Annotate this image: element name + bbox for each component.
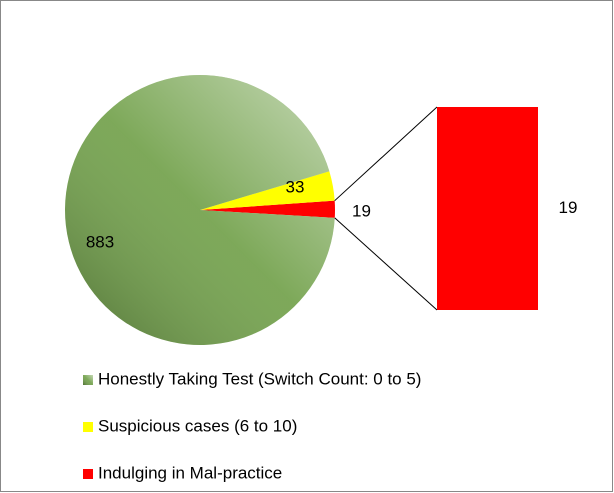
bar-segment	[437, 107, 538, 310]
legend-swatch	[83, 469, 93, 479]
data-label: 19	[352, 201, 371, 220]
bar-label: 19	[559, 198, 578, 217]
pie-slice	[200, 171, 335, 210]
slice-shading	[64, 75, 335, 345]
pie-slice	[200, 200, 335, 218]
legend-label: Honestly Taking Test (Switch Count: 0 to…	[98, 369, 421, 388]
data-label: 883	[86, 232, 114, 251]
legend-label: Suspicious cases (6 to 10)	[98, 416, 297, 435]
legend-swatch-shading	[83, 375, 93, 385]
connector-line	[334, 217, 438, 311]
connector-line	[334, 106, 438, 202]
data-label: 33	[286, 177, 305, 196]
legend-label: Indulging in Mal-practice	[98, 463, 282, 482]
legend-swatch	[83, 422, 93, 432]
